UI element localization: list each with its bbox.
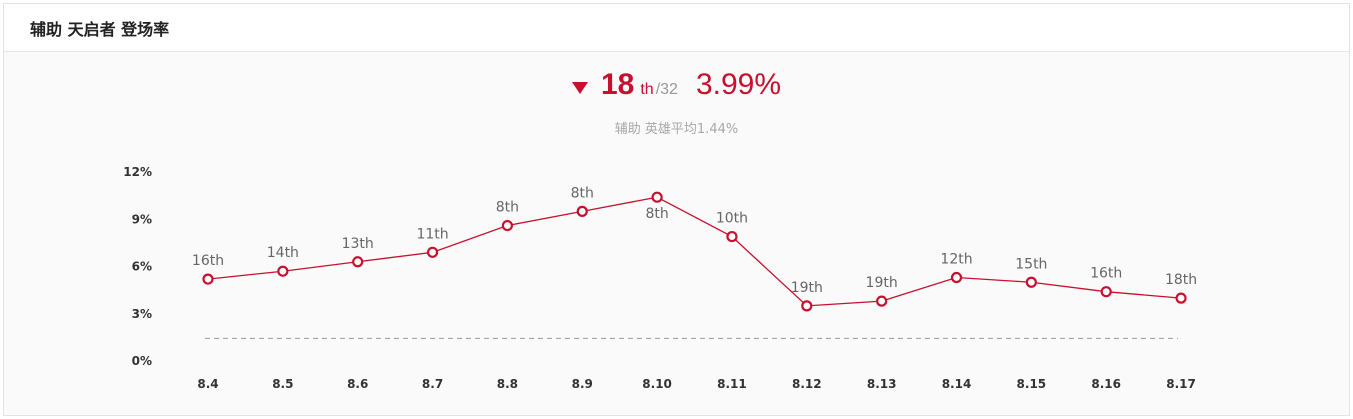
data-point bbox=[576, 205, 588, 217]
y-tick-label: 6% bbox=[132, 260, 152, 274]
data-label: 18th bbox=[1165, 272, 1197, 288]
data-label: 8th bbox=[496, 200, 519, 216]
x-tick-label: 8.6 bbox=[347, 377, 368, 391]
rank-total: /32 bbox=[655, 81, 678, 98]
data-label: 12th bbox=[940, 252, 972, 268]
x-tick-label: 8.9 bbox=[572, 377, 593, 391]
data-label: 14th bbox=[267, 245, 299, 261]
data-point bbox=[202, 273, 214, 285]
panel-title: 辅助 天启者 登场率 bbox=[30, 19, 170, 39]
y-tick-label: 3% bbox=[132, 307, 152, 321]
y-tick-label: 12% bbox=[123, 165, 152, 179]
series-line bbox=[207, 196, 1182, 307]
data-label: 11th bbox=[416, 226, 448, 242]
data-point bbox=[277, 265, 289, 277]
x-tick-label: 8.14 bbox=[942, 377, 972, 391]
x-tick-label: 8.5 bbox=[272, 377, 293, 391]
data-point bbox=[501, 219, 513, 232]
data-label: 10th bbox=[716, 211, 748, 227]
data-point bbox=[950, 271, 963, 284]
data-point bbox=[1100, 286, 1112, 298]
x-tick-label: 8.11 bbox=[717, 377, 747, 391]
data-label: 16th bbox=[1090, 266, 1122, 282]
x-tick-label: 8.4 bbox=[197, 377, 218, 391]
x-tick-label: 8.10 bbox=[642, 377, 672, 391]
usage-rate-value: 3.99% bbox=[695, 68, 782, 101]
x-tick-label: 8.8 bbox=[497, 377, 518, 391]
data-label: 13th bbox=[342, 236, 374, 252]
data-point bbox=[651, 191, 663, 203]
data-label: 8th bbox=[645, 206, 668, 222]
x-tick-label: 8.17 bbox=[1166, 377, 1196, 391]
data-label: 19th bbox=[866, 275, 898, 291]
data-label: 8th bbox=[571, 185, 594, 201]
average-rate-text: 辅助 英雄平均1.44% bbox=[614, 122, 739, 137]
x-tick-label: 8.16 bbox=[1091, 377, 1121, 391]
y-tick-label: 9% bbox=[132, 212, 152, 226]
x-tick-label: 8.7 bbox=[422, 377, 443, 391]
rank-value: 18 bbox=[600, 68, 635, 101]
data-point bbox=[801, 300, 813, 312]
data-point bbox=[1025, 276, 1037, 288]
data-point bbox=[426, 246, 439, 258]
panel-header: 辅助 天启者 登场率 bbox=[4, 4, 1349, 52]
data-label: 16th bbox=[192, 253, 224, 269]
data-point bbox=[1175, 292, 1187, 304]
data-point bbox=[876, 295, 888, 307]
x-tick-label: 8.13 bbox=[867, 377, 897, 391]
data-label: 15th bbox=[1015, 256, 1047, 272]
usage-rate-panel: 辅助 天启者 登场率 bbox=[3, 3, 1350, 416]
y-tick-label: 0% bbox=[132, 354, 152, 368]
x-tick-label: 8.15 bbox=[1017, 377, 1047, 391]
data-label: 19th bbox=[791, 280, 823, 296]
x-tick-label: 8.12 bbox=[792, 377, 822, 391]
rank-summary: 18 th /32 3.99% bbox=[0, 68, 1353, 102]
data-point bbox=[352, 256, 364, 268]
rank-suffix: th bbox=[640, 81, 654, 98]
triangle-down-icon bbox=[571, 82, 588, 94]
data-point bbox=[726, 230, 738, 243]
